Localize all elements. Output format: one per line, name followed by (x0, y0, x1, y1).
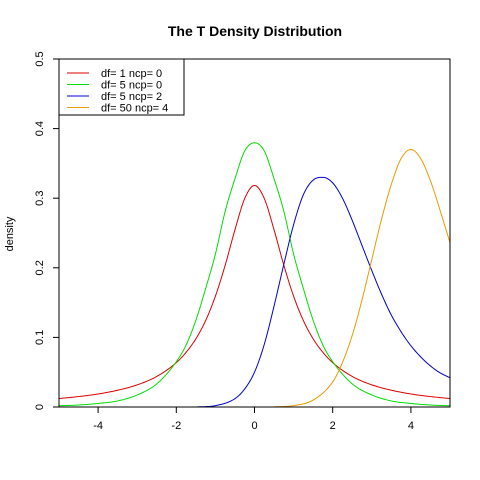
x-tick-label: 0 (251, 420, 257, 432)
legend-label: df= 1 ncp= 0 (101, 68, 162, 80)
legend-box (58, 58, 185, 116)
y-tick-label: 0.5 (34, 51, 46, 66)
y-tick-label: 0.3 (34, 191, 46, 206)
series-line-df-50-ncp-4 (274, 148, 451, 408)
series-line-df-5-ncp-2 (195, 176, 451, 408)
legend: df= 1 ncp= 0df= 5 ncp= 0df= 5 ncp= 2df= … (58, 58, 185, 116)
series-line-df-5-ncp-0 (58, 142, 451, 407)
x-tick-label: 4 (408, 420, 414, 432)
y-tick-label: 0.1 (34, 330, 46, 345)
legend-label: df= 50 ncp= 4 (101, 103, 168, 115)
x-tick-label: -4 (93, 420, 103, 432)
chart-title: The T Density Distribution (168, 23, 342, 39)
y-tick-label: 0.4 (34, 121, 46, 136)
legend-label: df= 5 ncp= 0 (101, 80, 162, 92)
series-line-df-1-ncp-0 (58, 184, 451, 400)
y-axis: 0 0.1 0.2 0.3 0.4 0.5 (34, 51, 60, 410)
y-axis-label: density (4, 216, 16, 251)
legend-label: df= 5 ncp= 2 (101, 91, 162, 103)
y-tick-label: 0 (34, 404, 46, 410)
x-tick-label: 2 (330, 420, 336, 432)
series-layer (58, 142, 451, 408)
x-axis: -4 -2 0 2 4 (93, 406, 414, 432)
x-tick-label: -2 (171, 420, 181, 432)
y-tick-label: 0.2 (34, 260, 46, 275)
